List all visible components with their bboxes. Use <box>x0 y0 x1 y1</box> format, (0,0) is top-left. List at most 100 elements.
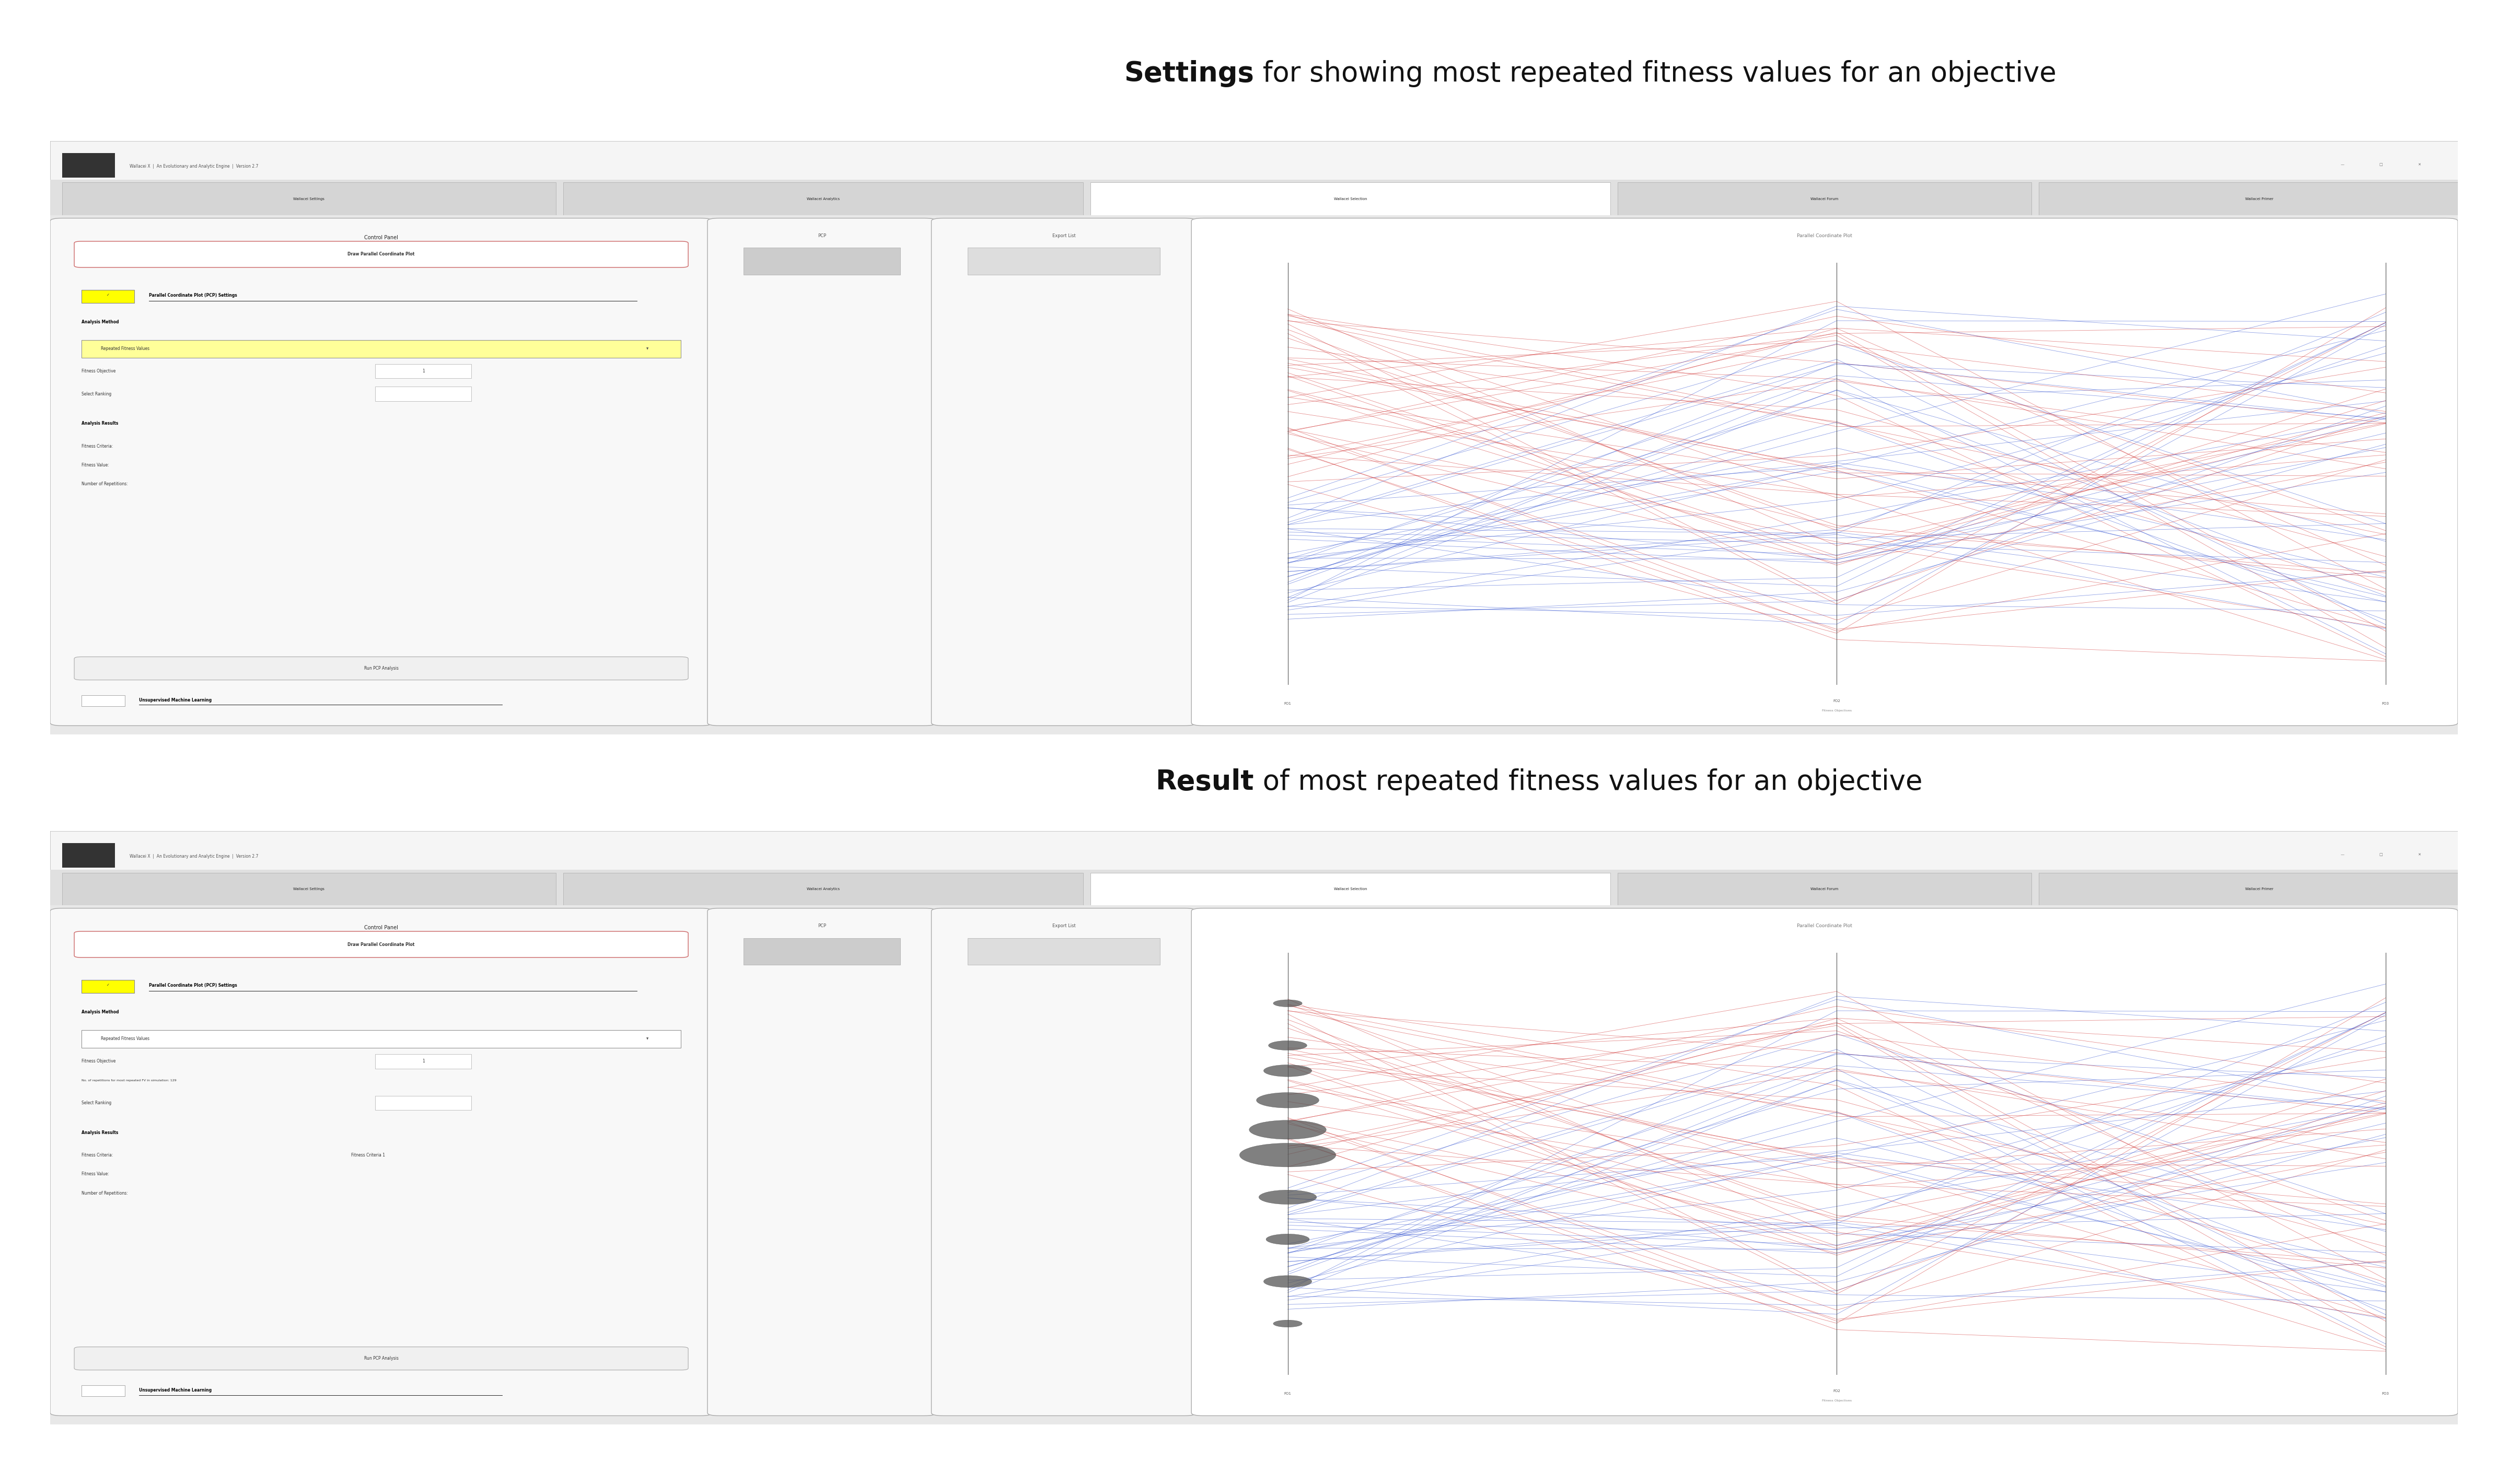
Bar <box>50 870 2458 905</box>
Circle shape <box>1274 1000 1302 1006</box>
Text: Export List: Export List <box>1051 923 1076 929</box>
Text: Wallacei Primer: Wallacei Primer <box>2245 197 2272 200</box>
Bar <box>63 873 557 905</box>
Text: Fitness Criteria 1: Fitness Criteria 1 <box>351 1153 386 1158</box>
Bar <box>376 364 472 378</box>
Text: ✓: ✓ <box>105 984 110 987</box>
Text: —: — <box>2340 853 2345 856</box>
Text: Unsupervised Machine Learning: Unsupervised Machine Learning <box>140 697 213 702</box>
FancyBboxPatch shape <box>1191 908 2458 1416</box>
Text: Wallacei Analytics: Wallacei Analytics <box>808 887 840 890</box>
Text: FO2: FO2 <box>1833 699 1841 702</box>
Text: FO1: FO1 <box>1284 702 1292 705</box>
Text: □: □ <box>2380 163 2383 166</box>
Bar <box>2039 873 2480 905</box>
FancyBboxPatch shape <box>1191 218 2458 726</box>
Text: Wallacei Selection: Wallacei Selection <box>1334 887 1367 890</box>
Bar <box>50 215 2458 735</box>
Text: Draw Parallel Coordinate Plot: Draw Parallel Coordinate Plot <box>349 252 414 257</box>
Circle shape <box>1259 1190 1317 1205</box>
Text: □: □ <box>2380 853 2383 856</box>
Bar <box>1091 183 1610 215</box>
Bar <box>376 1054 472 1068</box>
Text: Analysis Method: Analysis Method <box>80 319 118 325</box>
Circle shape <box>1239 1143 1337 1166</box>
Bar <box>63 843 115 868</box>
Text: Fitness Objectives: Fitness Objectives <box>1821 709 1851 712</box>
Circle shape <box>1249 1120 1327 1140</box>
Text: PCP: PCP <box>818 233 825 239</box>
Text: Fitness Objective: Fitness Objective <box>80 1060 115 1064</box>
Text: FO1: FO1 <box>1284 1392 1292 1395</box>
Text: Wallacei Settings: Wallacei Settings <box>293 887 324 890</box>
Bar <box>2039 183 2480 215</box>
Bar <box>80 979 135 993</box>
Text: Wallacei Primer: Wallacei Primer <box>2245 887 2272 890</box>
Text: ✕: ✕ <box>2418 853 2420 856</box>
Bar <box>376 387 472 401</box>
Text: FO2: FO2 <box>1833 1389 1841 1392</box>
Bar <box>50 905 2458 1425</box>
Text: for showing most repeated fitness values for an objective: for showing most repeated fitness values… <box>1254 59 2057 88</box>
Bar <box>50 831 2458 873</box>
Bar <box>968 248 1161 275</box>
Bar <box>1618 183 2031 215</box>
FancyBboxPatch shape <box>930 218 1196 726</box>
Text: Wallacei X  |  An Evolutionary and Analytic Engine  |  Version 2.7: Wallacei X | An Evolutionary and Analyti… <box>130 855 258 859</box>
Text: Wallacei Forum: Wallacei Forum <box>1811 197 1838 200</box>
Text: Select Ranking: Select Ranking <box>80 392 110 396</box>
Bar <box>742 938 900 965</box>
Text: Fitness Objectives: Fitness Objectives <box>1821 1399 1851 1402</box>
Text: Analysis Results: Analysis Results <box>80 421 118 426</box>
Text: Analysis Results: Analysis Results <box>80 1131 118 1135</box>
Text: Fitness Criteria:: Fitness Criteria: <box>80 444 113 448</box>
FancyBboxPatch shape <box>75 242 687 267</box>
Text: Control Panel: Control Panel <box>364 925 399 930</box>
Bar <box>63 183 557 215</box>
Text: Wallacei Forum: Wallacei Forum <box>1811 887 1838 890</box>
Text: Number of Repetitions:: Number of Repetitions: <box>80 1190 128 1196</box>
Text: ✕: ✕ <box>2418 163 2420 166</box>
Text: Number of Repetitions:: Number of Repetitions: <box>80 482 128 487</box>
Text: Settings: Settings <box>1124 59 1254 88</box>
Text: Unsupervised Machine Learning: Unsupervised Machine Learning <box>140 1388 213 1392</box>
Text: Draw Parallel Coordinate Plot: Draw Parallel Coordinate Plot <box>349 942 414 947</box>
FancyBboxPatch shape <box>75 657 687 680</box>
Text: Parallel Coordinate Plot (PCP) Settings: Parallel Coordinate Plot (PCP) Settings <box>148 292 238 298</box>
Text: Analysis Method: Analysis Method <box>80 1009 118 1015</box>
Text: Parallel Coordinate Plot: Parallel Coordinate Plot <box>1796 233 1853 239</box>
Bar <box>376 1095 472 1110</box>
Text: PCP: PCP <box>818 923 825 929</box>
Bar <box>80 289 135 303</box>
Bar <box>80 340 682 358</box>
Text: Parallel Coordinate Plot (PCP) Settings: Parallel Coordinate Plot (PCP) Settings <box>148 982 238 988</box>
Text: Parallel Coordinate Plot: Parallel Coordinate Plot <box>1796 923 1853 929</box>
Text: Result: Result <box>1156 769 1254 795</box>
FancyBboxPatch shape <box>50 218 712 726</box>
FancyBboxPatch shape <box>707 218 935 726</box>
Text: Control Panel: Control Panel <box>364 234 399 240</box>
Text: Wallacei Settings: Wallacei Settings <box>293 197 324 200</box>
Bar <box>1618 873 2031 905</box>
Circle shape <box>1257 1092 1319 1109</box>
Bar <box>1091 873 1610 905</box>
Text: FO3: FO3 <box>2383 702 2390 705</box>
Text: of most repeated fitness values for an objective: of most repeated fitness values for an o… <box>1254 769 1924 795</box>
FancyBboxPatch shape <box>707 908 935 1416</box>
Text: ✓: ✓ <box>105 294 110 297</box>
Text: Repeated Fitness Values: Repeated Fitness Values <box>100 1036 150 1042</box>
Bar <box>742 248 900 275</box>
Text: Fitness Objective: Fitness Objective <box>80 370 115 374</box>
Bar <box>562 183 1083 215</box>
Text: Fitness Value:: Fitness Value: <box>80 463 108 467</box>
Text: Wallacei Selection: Wallacei Selection <box>1334 197 1367 200</box>
FancyBboxPatch shape <box>75 932 687 957</box>
Text: —: — <box>2340 163 2345 166</box>
Text: Fitness Criteria:: Fitness Criteria: <box>80 1153 113 1158</box>
FancyBboxPatch shape <box>930 908 1196 1416</box>
Bar <box>63 153 115 178</box>
Bar <box>80 696 125 706</box>
Bar <box>50 141 2458 183</box>
Text: Run PCP Analysis: Run PCP Analysis <box>364 1356 399 1361</box>
Text: No. of repetitions for most repeated FV in simulation: 129: No. of repetitions for most repeated FV … <box>80 1079 176 1082</box>
